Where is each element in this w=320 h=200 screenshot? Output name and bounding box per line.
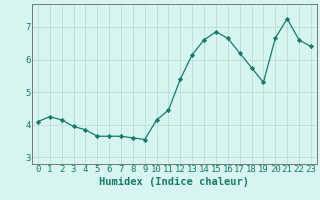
X-axis label: Humidex (Indice chaleur): Humidex (Indice chaleur) xyxy=(100,177,249,187)
